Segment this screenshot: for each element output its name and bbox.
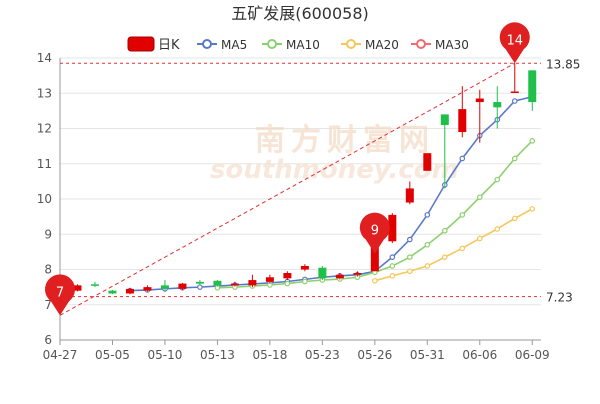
low-marker-label: 7 [56, 285, 64, 300]
x-tick-label: 04-27 [43, 348, 78, 362]
candle-body [143, 287, 152, 291]
ma-point-ma20 [424, 263, 431, 269]
ma-point-ma10 [424, 242, 431, 248]
legend-marker-ma10 [267, 39, 277, 49]
ma-point-ma20 [476, 235, 483, 242]
watermark-en: southmoney.com [210, 155, 459, 185]
y-tick-label: 10 [37, 192, 52, 206]
ma-point-ma20 [494, 226, 501, 232]
x-tick-label: 06-06 [462, 348, 497, 362]
chart-title: 五矿发展(600058) [231, 4, 369, 23]
candle-body [475, 98, 484, 103]
candle-body [423, 153, 432, 171]
ma-point-ma5 [389, 254, 396, 260]
high-marker-pin [499, 22, 530, 64]
candle-body [108, 290, 117, 294]
legend-kline-icon [127, 36, 155, 52]
ma-point-ma10 [284, 280, 291, 287]
candle-body [178, 283, 187, 289]
legend-marker-ma30 [416, 39, 426, 49]
candle-body [265, 277, 274, 282]
y-tick-label: 7 [44, 298, 52, 312]
candle-body [510, 91, 519, 93]
ma-point-ma10 [476, 194, 483, 201]
ma-point-ma20 [459, 245, 466, 252]
ma-point-ma10 [389, 263, 396, 269]
candle-body [405, 188, 414, 203]
legend-marker-ma5 [202, 39, 212, 49]
x-tick-label: 05-31 [410, 348, 445, 362]
candle-body [335, 274, 344, 279]
candle-body [388, 214, 397, 242]
ma-point-ma10 [441, 227, 448, 234]
x-tick-label: 05-18 [252, 348, 287, 362]
y-tick-label: 11 [37, 157, 52, 171]
candle-body [230, 283, 239, 286]
candle-body [300, 265, 309, 270]
y-tick-label: 6 [44, 333, 52, 347]
x-tick-label: 05-26 [357, 348, 392, 362]
candle-body [353, 273, 362, 275]
candle-body [458, 109, 467, 133]
ma-point-ma10 [459, 212, 466, 218]
y-tick-label: 13 [37, 86, 52, 100]
legend-label-ma5: MA5 [221, 38, 247, 52]
candle-body [125, 288, 134, 294]
ma-point-ma5 [197, 284, 203, 290]
candle-body [493, 102, 502, 108]
candle-body [195, 281, 204, 284]
ma-line-ma5 [129, 95, 533, 292]
x-tick-label: 05-10 [148, 348, 183, 362]
legend-marker-ma20 [346, 39, 356, 49]
ma-point-ma5 [459, 155, 466, 162]
trend-line [59, 62, 516, 316]
legend-label-ma20: MA20 [365, 38, 399, 52]
x-tick-label: 05-23 [305, 348, 340, 362]
high-marker-label: 14 [506, 33, 523, 48]
x-tick-label: 06-09 [515, 348, 550, 362]
high-price-label: 13.85 [546, 57, 580, 71]
candle-body [370, 244, 379, 272]
ma-point-ma20 [372, 277, 378, 284]
ma-point-ma20 [441, 254, 448, 260]
legend-label-ma10: MA10 [286, 38, 320, 52]
y-tick-label: 14 [37, 51, 52, 65]
candle-body [213, 280, 222, 286]
candle-body [283, 273, 292, 279]
y-tick-label: 9 [44, 227, 52, 241]
x-tick-label: 05-13 [200, 348, 235, 362]
ma-point-ma20 [529, 206, 536, 212]
ma-point-ma10 [529, 138, 536, 144]
low-marker-pin [45, 274, 75, 316]
candle-body [528, 70, 537, 103]
candle-body [318, 267, 327, 279]
legend-label-ma30: MA30 [435, 38, 469, 52]
ma-point-ma5 [511, 98, 518, 104]
ma-point-ma20 [389, 273, 396, 279]
mid-marker-pin [359, 212, 390, 254]
y-tick-label: 8 [44, 263, 52, 277]
candle-body [73, 285, 82, 291]
candle-body [160, 285, 169, 289]
ma-point-ma10 [494, 176, 501, 183]
low-price-label: 7.23 [546, 291, 573, 305]
x-tick-label: 05-05 [95, 348, 130, 362]
ma-line-ma20 [374, 208, 533, 282]
ma-point-ma10 [407, 254, 413, 260]
ma-point-ma20 [511, 215, 518, 222]
ma-point-ma20 [407, 268, 413, 275]
ma-point-ma5 [424, 212, 431, 218]
y-tick-label: 12 [37, 122, 52, 136]
ma-point-ma5 [407, 236, 413, 243]
ma-point-ma10 [511, 155, 518, 162]
candle-body [248, 280, 257, 286]
mid-marker-label: 9 [371, 224, 379, 239]
candle-body [90, 284, 99, 286]
watermark-cn: 南方财富网 [255, 123, 435, 158]
candle-body [440, 114, 449, 125]
ma-point-ma10 [302, 278, 308, 285]
legend-label-kline: 日K [158, 38, 180, 53]
